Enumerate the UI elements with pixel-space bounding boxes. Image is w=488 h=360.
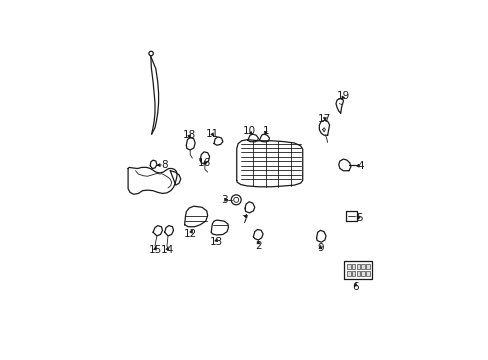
Text: 19: 19 bbox=[336, 91, 349, 102]
Bar bbox=[356, 264, 359, 269]
Polygon shape bbox=[211, 220, 228, 235]
Text: 13: 13 bbox=[209, 237, 222, 247]
Polygon shape bbox=[344, 261, 371, 279]
Polygon shape bbox=[184, 206, 207, 227]
Polygon shape bbox=[214, 137, 223, 145]
Circle shape bbox=[231, 195, 241, 205]
Polygon shape bbox=[153, 226, 162, 236]
Text: 11: 11 bbox=[205, 129, 219, 139]
Text: 10: 10 bbox=[242, 126, 255, 136]
Polygon shape bbox=[247, 134, 258, 142]
Bar bbox=[346, 271, 350, 276]
Text: 15: 15 bbox=[148, 245, 161, 255]
Text: 18: 18 bbox=[182, 130, 195, 140]
Text: 8: 8 bbox=[161, 159, 167, 170]
Text: 6: 6 bbox=[352, 282, 359, 292]
Text: 12: 12 bbox=[183, 229, 196, 239]
Text: 9: 9 bbox=[317, 243, 323, 253]
Text: 1: 1 bbox=[262, 126, 268, 135]
Text: 14: 14 bbox=[161, 245, 174, 255]
Bar bbox=[365, 264, 369, 269]
Polygon shape bbox=[164, 226, 173, 236]
Bar bbox=[361, 264, 364, 269]
Text: 2: 2 bbox=[255, 240, 261, 251]
Polygon shape bbox=[338, 159, 350, 171]
Polygon shape bbox=[128, 167, 177, 194]
Bar bbox=[346, 264, 350, 269]
Text: 5: 5 bbox=[355, 213, 362, 224]
Text: 7: 7 bbox=[241, 215, 247, 225]
Polygon shape bbox=[335, 99, 343, 113]
Text: 16: 16 bbox=[198, 158, 211, 168]
Text: 17: 17 bbox=[318, 114, 331, 123]
Polygon shape bbox=[236, 140, 302, 187]
Polygon shape bbox=[316, 230, 325, 242]
Polygon shape bbox=[170, 171, 181, 185]
Text: 3: 3 bbox=[221, 195, 227, 205]
Polygon shape bbox=[346, 211, 356, 221]
Bar bbox=[351, 264, 355, 269]
Polygon shape bbox=[244, 202, 254, 213]
Text: 4: 4 bbox=[357, 161, 364, 171]
Polygon shape bbox=[186, 138, 195, 150]
Bar bbox=[351, 271, 355, 276]
Bar bbox=[361, 271, 364, 276]
Polygon shape bbox=[200, 152, 209, 164]
Polygon shape bbox=[319, 120, 329, 135]
Polygon shape bbox=[253, 229, 263, 240]
Bar bbox=[356, 271, 359, 276]
Polygon shape bbox=[259, 134, 269, 142]
Bar bbox=[365, 271, 369, 276]
Polygon shape bbox=[150, 160, 157, 168]
